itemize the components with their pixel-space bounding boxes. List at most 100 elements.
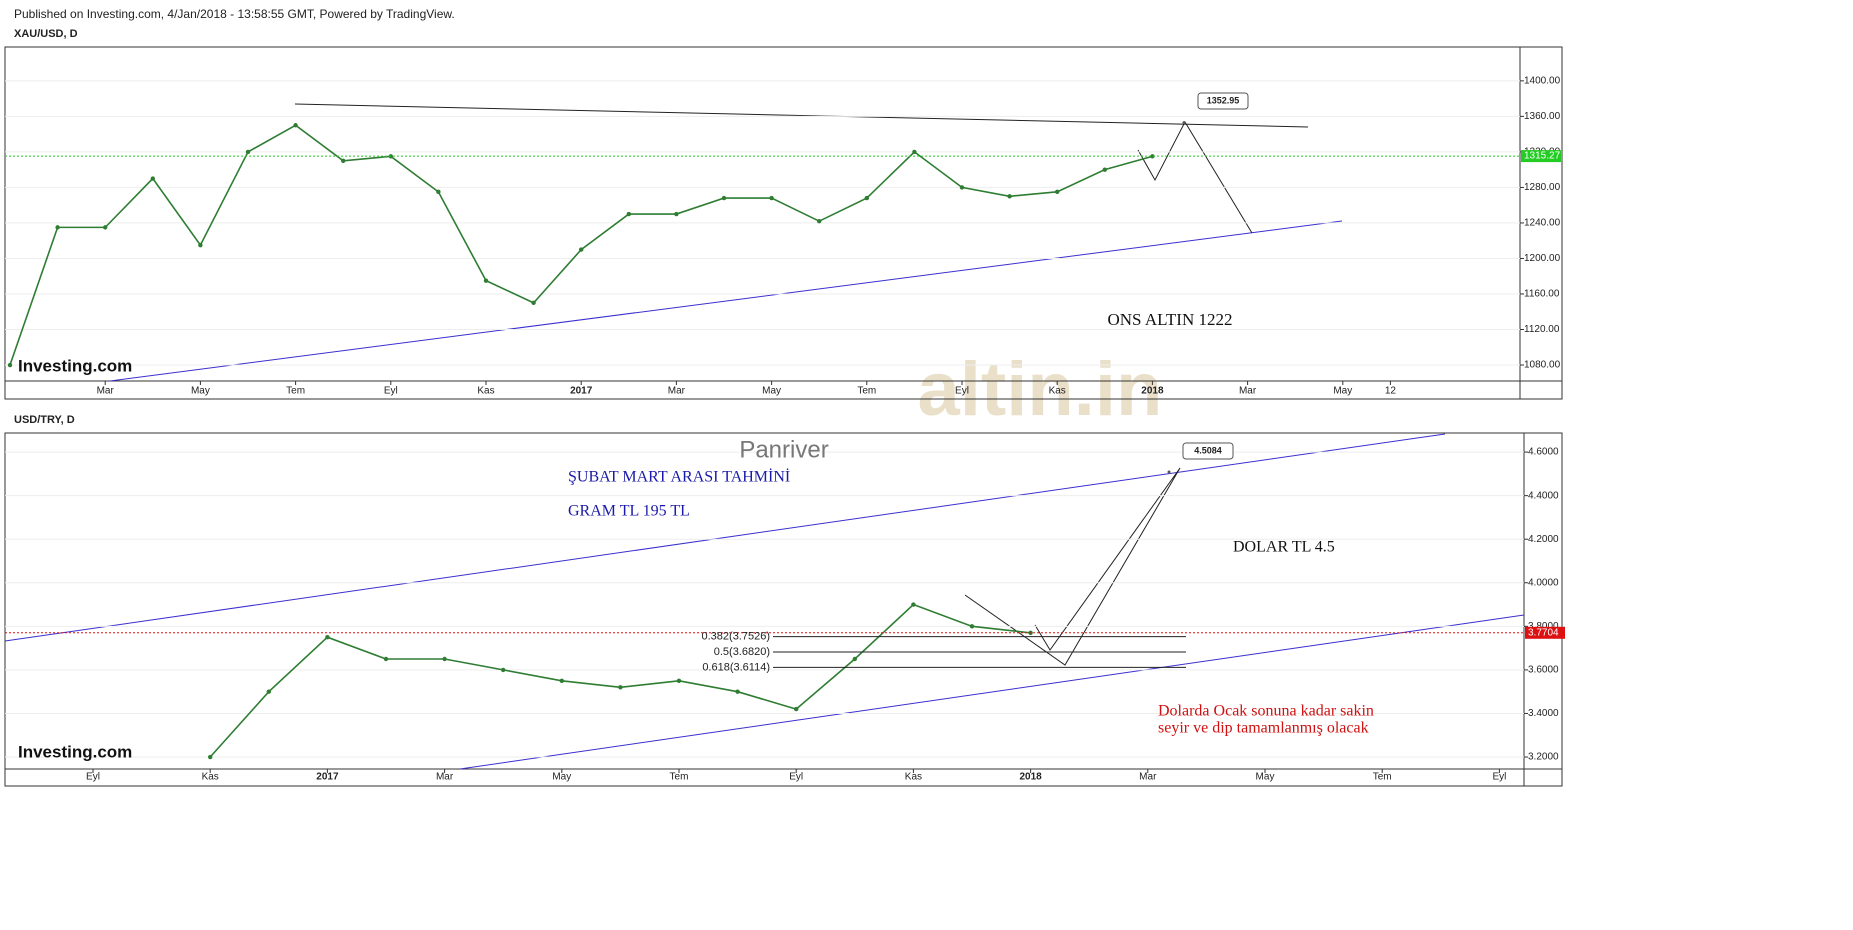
price-point [579,247,584,252]
price-point [1150,154,1155,159]
x-tick-label: Tem [1373,772,1392,783]
price-point [436,189,441,195]
x-tick-label: May [762,386,781,397]
x-tick-label: Kas [477,386,494,397]
x-tick-label: Eyl [384,386,398,397]
price-point [293,123,298,128]
price-point [442,656,447,662]
fib-label: 0.618(3.6114) [702,661,770,673]
logo: Investing.com [18,742,132,761]
price-point [150,176,155,181]
price-point [531,300,536,306]
price-point [208,754,213,760]
price-point [735,689,740,694]
y-tick-label: 1080.00 [1524,360,1561,371]
y-tick-label: 1240.00 [1524,218,1561,229]
callout-label: 1352.95 [1207,95,1240,105]
fib-label: 0.382(3.7526) [702,631,771,643]
x-tick-label: 2018 [1141,386,1164,397]
price-point [626,211,631,217]
annotation: Panriver [739,436,828,463]
price-point [383,656,389,662]
price-point [103,225,108,230]
x-tick-label: May [1256,772,1275,783]
price-point [483,278,489,283]
x-tick-label: May [552,772,571,783]
price-point [501,667,506,673]
fib-label: 0.5(3.6820) [714,646,770,658]
panel-title: USD/TRY, D [14,414,75,426]
y-tick-label: 4.0000 [1528,577,1559,588]
panel-title: XAU/USD, D [14,28,78,40]
x-tick-label: Kas [1049,386,1066,397]
price-point [341,158,346,163]
price-point [911,602,916,607]
x-tick-label: Kas [202,772,219,783]
price-point [618,685,623,690]
price-point [198,242,203,248]
price-point [769,195,774,201]
y-tick-label: 4.6000 [1528,447,1559,458]
price-point [1055,189,1060,195]
x-tick-label: May [1333,386,1352,397]
x-tick-label: 2017 [316,772,339,783]
logo: Investing.com [18,356,132,375]
last-price-box [1521,150,1561,163]
annotation: seyir ve dip tamamlanmış olacak [1158,720,1369,737]
annotation: GRAM TL 195 TL [568,503,690,520]
x-tick-label: Eyl [86,772,100,783]
price-point [852,656,857,662]
y-tick-label: 1360.00 [1524,111,1561,122]
price-point [559,678,564,683]
x-tick-label: Kas [905,772,922,783]
x-tick-label: May [191,386,210,397]
price-point [721,195,727,201]
y-tick-label: 1400.00 [1524,75,1561,86]
trend-line [109,220,1343,382]
price-point [1007,194,1012,199]
callout-label: 4.5084 [1194,445,1222,455]
x-tick-label: Mar [1239,386,1257,397]
y-tick-label: 1120.00 [1524,324,1560,335]
x-tick-label: Mar [436,772,454,783]
x-tick-label: 2017 [570,386,593,397]
x-tick-label: Mar [97,386,115,397]
y-tick-label: 4.2000 [1528,534,1559,545]
y-tick-label: 1280.00 [1524,182,1561,193]
callout-point [1182,121,1186,125]
price-point [676,678,682,683]
callout-point [1167,470,1171,474]
annotation: Dolarda Ocak sonuna kadar sakin [1158,703,1374,720]
x-tick-label: 2018 [1019,772,1042,783]
price-point [912,149,917,155]
price-point [959,185,965,190]
y-tick-label: 1200.00 [1524,253,1561,264]
price-point [266,689,271,694]
y-tick-label: 3.2000 [1528,752,1559,763]
callout-box [1197,92,1249,110]
price-line [209,603,1031,758]
annotation: ŞUBAT MART ARASI TAHMİNİ [568,468,790,486]
x-tick-label: Tem [286,386,305,397]
price-point [7,362,13,368]
y-tick-label: 3.4000 [1528,708,1559,719]
price-point [794,706,799,712]
projection [1137,120,1253,234]
x-tick-label: Mar [668,386,686,397]
trend-line [459,614,1525,770]
trend-line [4,433,1446,642]
x-tick-label: Eyl [955,386,969,397]
x-tick-label: Mar [1139,772,1157,783]
price-point [864,195,869,201]
price-point [674,211,679,217]
x-tick-label: Tem [670,772,689,783]
last-price-label: 1315.27 [1524,151,1561,162]
annotation: DOLAR TL 4.5 [1233,539,1335,556]
last-price-box [1525,626,1565,639]
x-tick-label: Tem [857,386,876,397]
price-point [55,225,60,230]
y-tick-label: 3.6000 [1528,665,1559,676]
y-tick-label: 1160.00 [1524,289,1560,300]
price-point [817,218,822,224]
